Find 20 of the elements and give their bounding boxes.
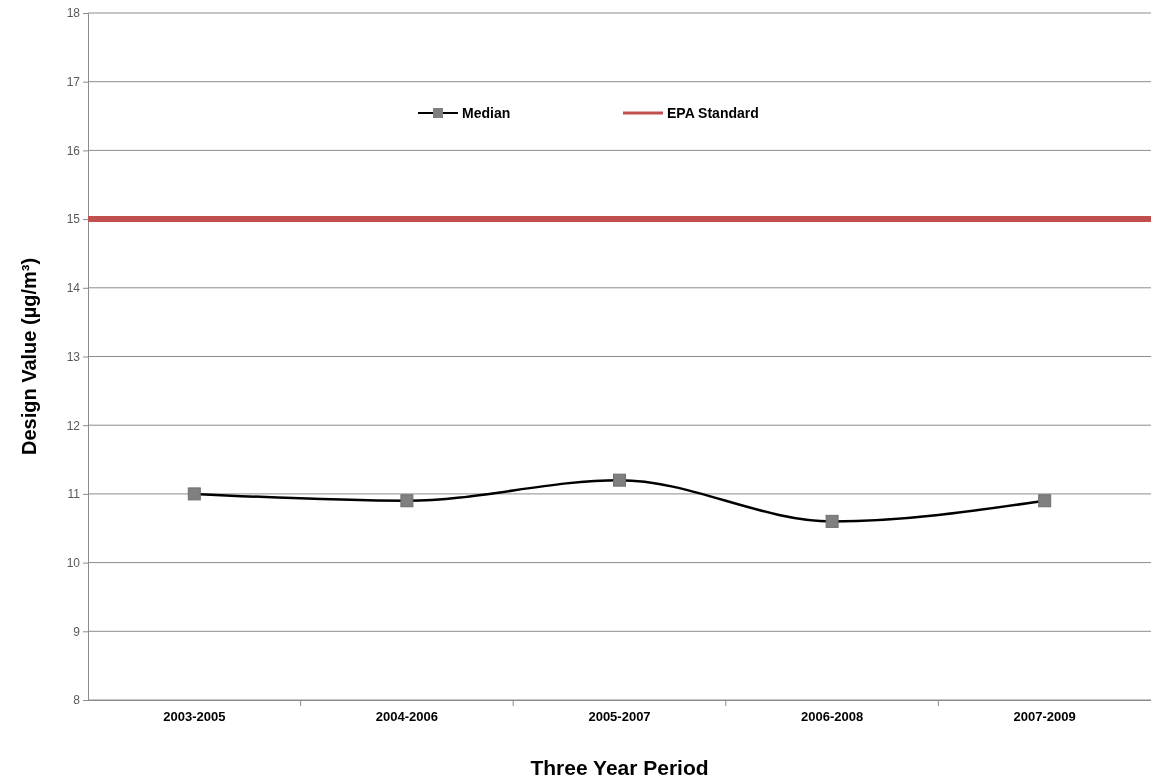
y-tick-label: 13 xyxy=(66,349,81,364)
legend-label: Median xyxy=(462,105,511,121)
y-tick-label: 18 xyxy=(66,6,81,21)
y-axis-title: Design Value (µg/m³) xyxy=(18,257,40,456)
x-tick-label: 2006-2008 xyxy=(801,709,864,725)
y-tick-label: 9 xyxy=(73,624,81,639)
x-tick-label: 2007-2009 xyxy=(1013,709,1076,725)
x-axis-title: Three Year Period xyxy=(530,756,709,779)
y-tick-label: 17 xyxy=(66,75,81,90)
y-tick-label: 8 xyxy=(73,693,81,708)
legend-label: EPA Standard xyxy=(667,105,759,121)
x-tick-label: 2003-2005 xyxy=(163,709,226,725)
y-tick-label: 15 xyxy=(66,212,81,227)
x-tick-label: 2004-2006 xyxy=(375,709,438,725)
y-tick-label: 10 xyxy=(66,555,81,570)
y-tick-label: 11 xyxy=(67,487,81,502)
y-tick-label: 12 xyxy=(66,418,81,433)
x-tick-label: 2005-2007 xyxy=(588,709,651,725)
y-tick-label: 14 xyxy=(66,281,81,296)
y-tick-label: 16 xyxy=(66,143,81,158)
